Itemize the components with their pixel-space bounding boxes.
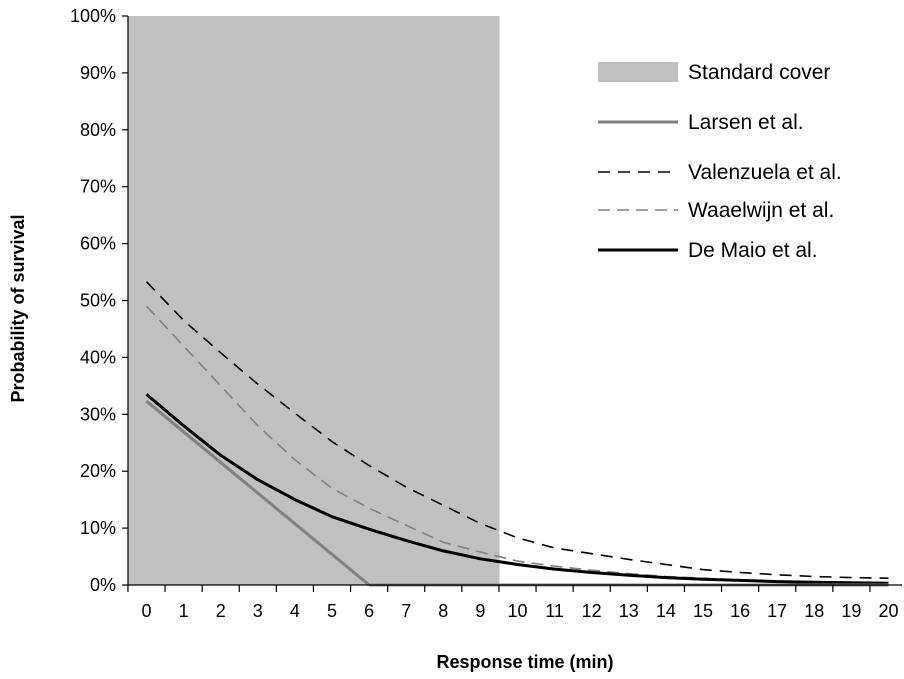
x-tick-label: 2	[216, 601, 226, 621]
x-tick-label: 15	[693, 601, 713, 621]
legend-label-series-1: Larsen et al.	[688, 111, 804, 134]
x-tick-label: 12	[582, 601, 602, 621]
x-tick-label: 5	[327, 601, 337, 621]
x-tick-label: 18	[804, 601, 824, 621]
y-tick-label: 60%	[80, 234, 116, 254]
x-tick-label: 20	[878, 601, 898, 621]
x-tick-label: 16	[730, 601, 750, 621]
x-tick-label: 9	[475, 601, 485, 621]
legend-label-series-3: Waaelwijn et al.	[688, 199, 834, 222]
x-tick-label: 17	[767, 601, 787, 621]
legend-swatch-standard-cover	[598, 62, 678, 82]
y-axis-title: Probability of survival	[8, 214, 28, 402]
x-tick-label: 3	[253, 601, 263, 621]
series-line-4	[145, 393, 889, 585]
y-tick-label: 20%	[80, 461, 116, 481]
y-tick-label: 90%	[80, 63, 116, 83]
y-tick-label: 40%	[80, 347, 116, 367]
axes: 0%10%20%30%40%50%60%70%80%90%100%0 1 2 3 4 5 6…	[70, 6, 902, 621]
x-tick-label: 13	[619, 601, 639, 621]
x-tick-label: 14	[656, 601, 676, 621]
x-tick-label: 6	[364, 601, 374, 621]
x-tick-label: 7	[401, 601, 411, 621]
x-tick-label: 19	[841, 601, 861, 621]
y-tick-label: 10%	[80, 518, 116, 538]
x-tick-label: 8	[438, 601, 448, 621]
legend-label-series-2: Valenzuela et al.	[688, 161, 842, 184]
standard-cover-region	[127, 16, 500, 585]
x-tick-label: 1	[179, 601, 189, 621]
x-tick-label: 0	[141, 601, 151, 621]
x-tick-label: 4	[290, 601, 300, 621]
y-tick-label: 70%	[80, 177, 116, 197]
x-axis-title: Response time (min)	[436, 652, 613, 672]
y-tick-label: 0%	[90, 575, 116, 595]
y-tick-label: 100%	[70, 6, 116, 26]
series-line-1	[145, 400, 371, 587]
series-line-2	[145, 281, 889, 579]
legend: Standard cover Larsen et al. Valenzuela et…	[598, 61, 842, 262]
x-tick-label: 10	[507, 601, 527, 621]
plot-area	[127, 16, 500, 585]
legend-label-standard-cover: Standard cover	[688, 61, 830, 84]
legend-label-series-4: De Maio et al.	[688, 239, 818, 262]
x-tick-label: 11	[545, 601, 564, 621]
y-tick-label: 30%	[80, 404, 116, 424]
y-tick-label: 80%	[80, 120, 116, 140]
y-tick-label: 50%	[80, 291, 116, 311]
